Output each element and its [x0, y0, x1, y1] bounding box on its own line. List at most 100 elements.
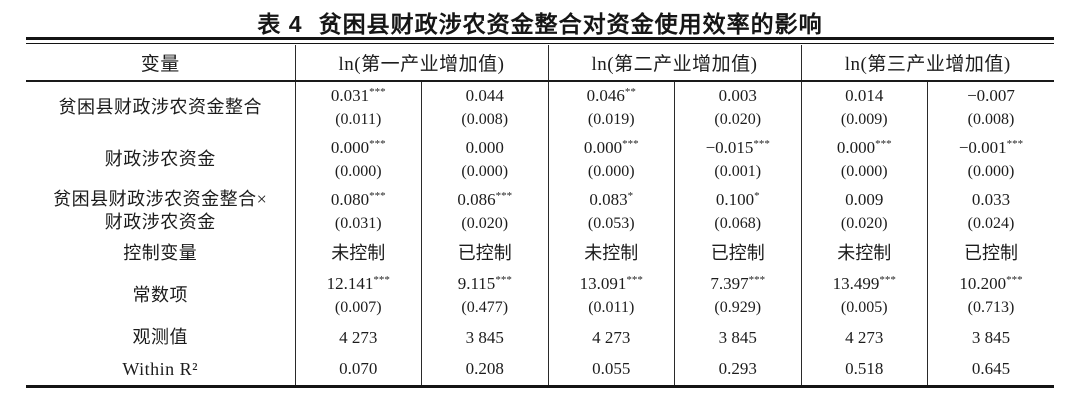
- coef-value: 0.080***: [330, 189, 386, 209]
- std-error: (0.007): [334, 298, 382, 316]
- coef-value: 12.141***: [326, 273, 390, 293]
- significance-stars: ***: [495, 273, 512, 286]
- coef-cell: −0.001*** (0.000): [927, 133, 1054, 185]
- std-error: (0.020): [840, 214, 888, 232]
- coef-cell: 0.044 (0.008): [421, 81, 548, 133]
- r2-cell: 0.055: [547, 354, 675, 386]
- table-row-within-r2: Within R² 0.070 0.208 0.055 0.293 0.518 …: [26, 354, 1054, 386]
- coef-value: 0.000***: [330, 137, 386, 157]
- table-number: 表 4: [257, 11, 303, 37]
- top-rule-thick: [26, 37, 1054, 40]
- std-error: (0.020): [714, 111, 762, 128]
- coef-cell: 0.003 (0.020): [674, 81, 801, 133]
- coef-value: 0.031***: [330, 86, 386, 105]
- coef-value: 10.200***: [959, 273, 1023, 293]
- coef-cell: 0.031*** (0.011): [294, 81, 422, 133]
- std-error: (0.008): [967, 111, 1015, 128]
- obs-cell: 3 845: [674, 321, 801, 354]
- significance-stars: ***: [369, 86, 386, 98]
- coef-cell: −0.015*** (0.001): [674, 133, 801, 185]
- row-label: 财政涉农资金: [104, 148, 216, 169]
- obs-cell: 4 273: [800, 321, 928, 354]
- coef-cell: 0.046** (0.019): [547, 81, 675, 133]
- coef-value: 9.115***: [457, 273, 512, 293]
- top-rule-thin: [26, 43, 1054, 44]
- coef-value: 0.000***: [836, 137, 892, 157]
- table-row-interaction-term: 贫困县财政涉农资金整合× 财政涉农资金 0.080*** (0.031) 0.08…: [26, 185, 1054, 237]
- table-title: 表 4 贫困县财政涉农资金整合对资金使用效率的影响: [0, 5, 1080, 39]
- coef-value: 0.009: [845, 189, 884, 209]
- coef-cell: 0.086*** (0.020): [421, 185, 548, 237]
- obs-cell: 4 273: [547, 321, 675, 354]
- coef-value: −0.001***: [958, 137, 1024, 157]
- std-error: (0.068): [714, 214, 762, 232]
- control-cell: 未控制: [800, 237, 928, 269]
- row-label: 贫困县财政涉农资金整合× 财政涉农资金: [53, 189, 268, 232]
- std-error: (0.053): [587, 214, 635, 232]
- table-title-text: 贫困县财政涉农资金整合对资金使用效率的影响: [318, 11, 823, 37]
- coef-cell: 0.080*** (0.031): [294, 185, 422, 237]
- coef-value: 0.100*: [715, 189, 760, 209]
- table-row-agri-fund: 财政涉农资金 0.000*** (0.000) 0.000 (0.000) 0.00…: [26, 133, 1054, 185]
- control-cell: 未控制: [294, 237, 422, 269]
- coef-cell: 0.033 (0.024): [927, 185, 1054, 237]
- std-error: (0.000): [967, 162, 1015, 180]
- r2-cell: 0.293: [674, 354, 801, 386]
- significance-stars: *: [754, 189, 760, 202]
- table-row-constant: 常数项 12.141*** (0.007) 9.115*** (0.477) 13.…: [26, 269, 1054, 321]
- std-error: (0.929): [714, 298, 762, 316]
- coef-cell: 13.091*** (0.011): [547, 269, 675, 321]
- coef-value: 0.046**: [586, 86, 636, 105]
- coef-value: 13.091***: [579, 273, 643, 293]
- significance-stars: ***: [626, 273, 643, 286]
- row-label: 贫困县财政涉农资金整合: [58, 97, 262, 117]
- header-variable: 变量: [26, 45, 295, 82]
- row-label: 常数项: [132, 284, 188, 305]
- control-cell: 已控制: [421, 237, 548, 269]
- significance-stars: ***: [1006, 137, 1024, 150]
- coef-cell: 0.083* (0.053): [547, 185, 675, 237]
- std-error: (0.009): [840, 111, 888, 128]
- std-error: (0.024): [967, 214, 1015, 232]
- coef-value: 7.397***: [710, 273, 766, 293]
- std-error: (0.019): [587, 111, 635, 128]
- obs-cell: 3 845: [927, 321, 1054, 354]
- significance-stars: ***: [753, 137, 770, 150]
- significance-stars: ***: [875, 137, 892, 150]
- row-label: Within R²: [122, 358, 199, 379]
- coef-cell: 0.000*** (0.000): [800, 133, 928, 185]
- coef-value: 0.003: [718, 86, 757, 105]
- std-error: (0.000): [334, 162, 382, 180]
- coef-cell: 0.000*** (0.000): [294, 133, 422, 185]
- table-row-fund-integration: 贫困县财政涉农资金整合 0.031*** (0.011) 0.044 (0.008)…: [26, 81, 1054, 133]
- coef-value: 0.000***: [583, 137, 639, 157]
- obs-cell: 4 273: [294, 321, 422, 354]
- significance-stars: ***: [879, 273, 896, 286]
- std-error: (0.020): [461, 214, 509, 232]
- coef-cell: 9.115*** (0.477): [421, 269, 548, 321]
- coef-cell: 0.000 (0.000): [421, 133, 548, 185]
- control-cell: 已控制: [674, 237, 801, 269]
- std-error: (0.011): [335, 111, 382, 128]
- coef-cell: 0.014 (0.009): [800, 81, 928, 133]
- coef-value: 13.499***: [832, 273, 896, 293]
- std-error: (0.011): [588, 298, 635, 316]
- std-error: (0.000): [587, 162, 635, 180]
- coef-value: 0.014: [845, 86, 884, 105]
- significance-stars: ***: [622, 137, 639, 150]
- header-group-secondary-industry: ln(第二产业增加值): [547, 45, 801, 82]
- control-cell: 已控制: [927, 237, 1054, 269]
- row-label: 控制变量: [123, 242, 198, 263]
- std-error: (0.000): [461, 162, 509, 180]
- r2-cell: 0.208: [421, 354, 548, 386]
- coef-cell: 13.499*** (0.005): [800, 269, 928, 321]
- coef-value: −0.015***: [705, 137, 770, 157]
- coef-cell: 10.200*** (0.713): [927, 269, 1054, 321]
- significance-stars: **: [624, 86, 636, 98]
- obs-cell: 3 845: [421, 321, 548, 354]
- coef-value: 0.033: [971, 189, 1011, 209]
- coef-cell: 7.397*** (0.929): [674, 269, 801, 321]
- row-label: 观测值: [132, 327, 188, 347]
- std-error: (0.031): [334, 214, 382, 232]
- header-group-primary-industry: ln(第一产业增加值): [294, 45, 548, 82]
